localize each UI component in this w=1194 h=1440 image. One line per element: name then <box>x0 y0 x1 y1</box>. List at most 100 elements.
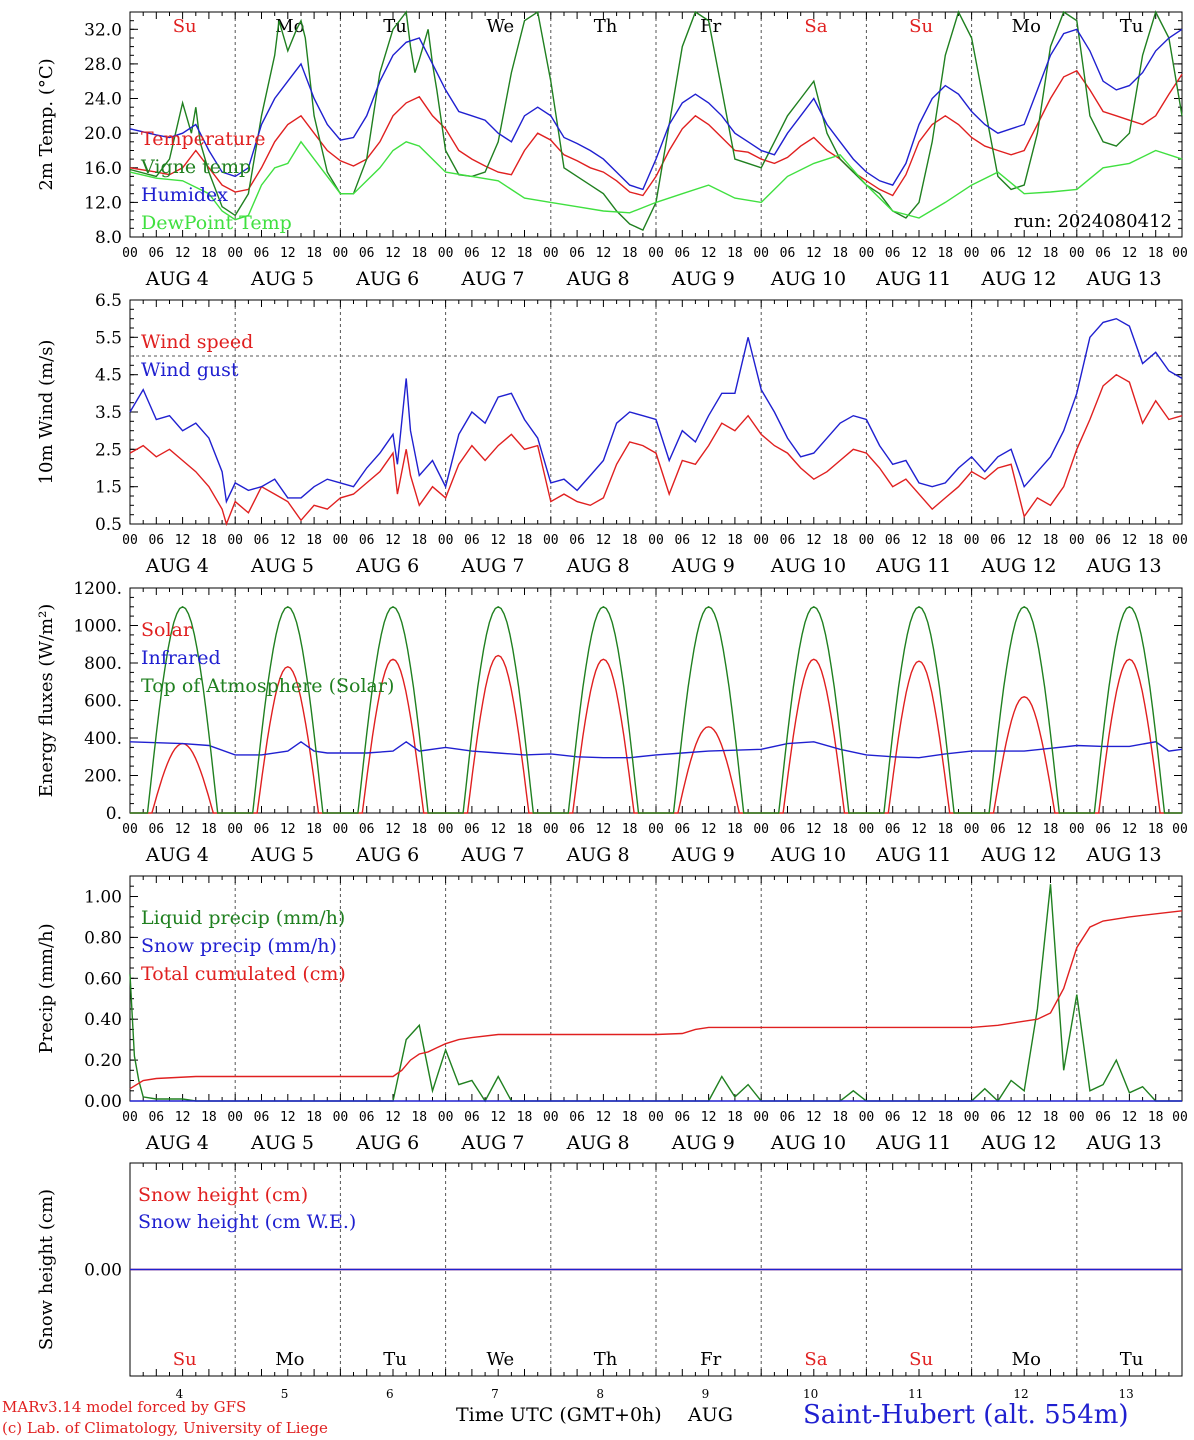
date-label: AUG 5 <box>250 555 314 577</box>
series-line <box>129 317 1183 505</box>
date-label: AUG 12 <box>980 268 1056 290</box>
date-label: AUG 4 <box>145 555 209 577</box>
day-number: 10 <box>803 1387 818 1401</box>
hour-tick-label: 18 <box>727 246 743 261</box>
hour-tick-label: 12 <box>806 822 822 837</box>
hour-tick-label: 06 <box>1095 533 1111 548</box>
hour-tick-label: 06 <box>990 1110 1006 1125</box>
hour-tick-label: 18 <box>1148 533 1164 548</box>
panel-frame-wind <box>129 299 1183 525</box>
hour-tick-label: 00 <box>964 246 980 261</box>
hour-tick-label: 00 <box>1172 1110 1188 1125</box>
hour-tick-label: 00 <box>648 822 664 837</box>
hour-tick-label: 00 <box>964 533 980 548</box>
hour-tick-label: 18 <box>411 1110 427 1125</box>
y-tick-label: 0.20 <box>84 1051 122 1071</box>
hour-tick-label: 06 <box>990 533 1006 548</box>
hour-tick-label: 12 <box>701 246 717 261</box>
hour-tick-label: 18 <box>517 533 533 548</box>
series-line <box>129 910 1183 1090</box>
legend-entry: Top of Atmosphere (Solar) <box>141 675 394 697</box>
date-label: AUG 5 <box>250 844 314 866</box>
y-tick-label: 0.60 <box>84 969 122 989</box>
day-number: 12 <box>1013 1387 1028 1401</box>
hour-tick-label: 06 <box>885 533 901 548</box>
hour-tick-label: 06 <box>359 1110 375 1125</box>
hour-tick-label: 00 <box>1172 533 1188 548</box>
y-tick-label: 1200. <box>73 579 122 599</box>
hour-tick-label: 12 <box>701 533 717 548</box>
y-axis-label: Energy fluxes (W/m²) <box>36 604 57 798</box>
date-label: AUG 10 <box>770 268 846 290</box>
hour-tick-label: 00 <box>859 1110 875 1125</box>
date-label: AUG 9 <box>671 844 735 866</box>
hour-tick-label: 00 <box>648 1110 664 1125</box>
day-number: 4 <box>176 1387 184 1401</box>
legend-entry: Total cumulated (cm) <box>141 963 346 985</box>
y-tick-label: 6.5 <box>95 291 122 311</box>
hour-tick-label: 12 <box>385 1110 401 1125</box>
hour-tick-label: 00 <box>227 1110 243 1125</box>
hour-tick-label: 06 <box>780 246 796 261</box>
hour-tick-label: 06 <box>674 246 690 261</box>
legend-entry: Snow height (cm W.E.) <box>138 1211 356 1233</box>
hour-tick-label: 06 <box>674 1110 690 1125</box>
weekday-label: Su <box>173 16 197 37</box>
date-label: AUG 6 <box>355 844 419 866</box>
hour-tick-label: 06 <box>569 822 585 837</box>
hour-tick-label: 18 <box>727 533 743 548</box>
legend-entry: DewPoint Temp <box>141 212 292 234</box>
hour-tick-label: 18 <box>832 822 848 837</box>
series-line <box>129 373 1183 527</box>
date-label: AUG 7 <box>460 844 524 866</box>
y-tick-label: 24.0 <box>84 90 122 110</box>
day-number: 7 <box>491 1387 499 1401</box>
hour-tick-label: 18 <box>727 1110 743 1125</box>
date-label: AUG 12 <box>980 844 1056 866</box>
weekday-label: Fr <box>700 1349 721 1370</box>
hour-tick-label: 00 <box>227 822 243 837</box>
y-tick-label: 8.0 <box>95 228 122 248</box>
day-number: 5 <box>281 1387 289 1401</box>
legend-entry: Snow precip (mm/h) <box>141 935 337 957</box>
hour-tick-label: 06 <box>674 533 690 548</box>
hour-tick-label: 06 <box>885 822 901 837</box>
date-label: AUG 13 <box>1086 844 1162 866</box>
day-number: 11 <box>908 1387 923 1401</box>
hour-tick-label: 18 <box>517 822 533 837</box>
y-tick-label: 400. <box>84 729 122 749</box>
hour-tick-label: 06 <box>464 533 480 548</box>
hour-tick-label: 12 <box>806 533 822 548</box>
series-line <box>130 605 1182 814</box>
hour-tick-label: 00 <box>333 822 349 837</box>
date-label: AUG 4 <box>145 844 209 866</box>
hour-tick-label: 18 <box>411 533 427 548</box>
legend-entry: Liquid precip (mm/h) <box>141 907 345 929</box>
hour-tick-label: 06 <box>148 822 164 837</box>
hour-tick-label: 06 <box>359 822 375 837</box>
hour-tick-label: 00 <box>1069 533 1085 548</box>
y-tick-label: 0.40 <box>84 1010 122 1030</box>
hour-tick-label: 12 <box>280 533 296 548</box>
hour-tick-label: 18 <box>832 1110 848 1125</box>
hour-tick-label: 06 <box>148 533 164 548</box>
hour-tick-label: 12 <box>911 822 927 837</box>
date-label: AUG 10 <box>770 1132 846 1154</box>
panel-frame-energy <box>129 587 1183 814</box>
series-line <box>129 140 1183 221</box>
y-tick-label: 5.5 <box>95 328 122 348</box>
y-tick-label: 32.0 <box>84 20 122 40</box>
hour-tick-label: 18 <box>306 533 322 548</box>
hour-tick-label: 00 <box>1069 1110 1085 1125</box>
hour-tick-label: 06 <box>1095 1110 1111 1125</box>
date-label: AUG 5 <box>250 1132 314 1154</box>
hour-tick-label: 06 <box>254 533 270 548</box>
hour-tick-label: 12 <box>911 1110 927 1125</box>
hour-tick-label: 06 <box>464 246 480 261</box>
hour-tick-label: 06 <box>254 822 270 837</box>
hour-tick-label: 18 <box>1043 822 1059 837</box>
date-label: AUG 10 <box>770 555 846 577</box>
hour-tick-label: 00 <box>438 246 454 261</box>
hour-tick-label: 12 <box>280 1110 296 1125</box>
hour-tick-label: 00 <box>543 1110 559 1125</box>
